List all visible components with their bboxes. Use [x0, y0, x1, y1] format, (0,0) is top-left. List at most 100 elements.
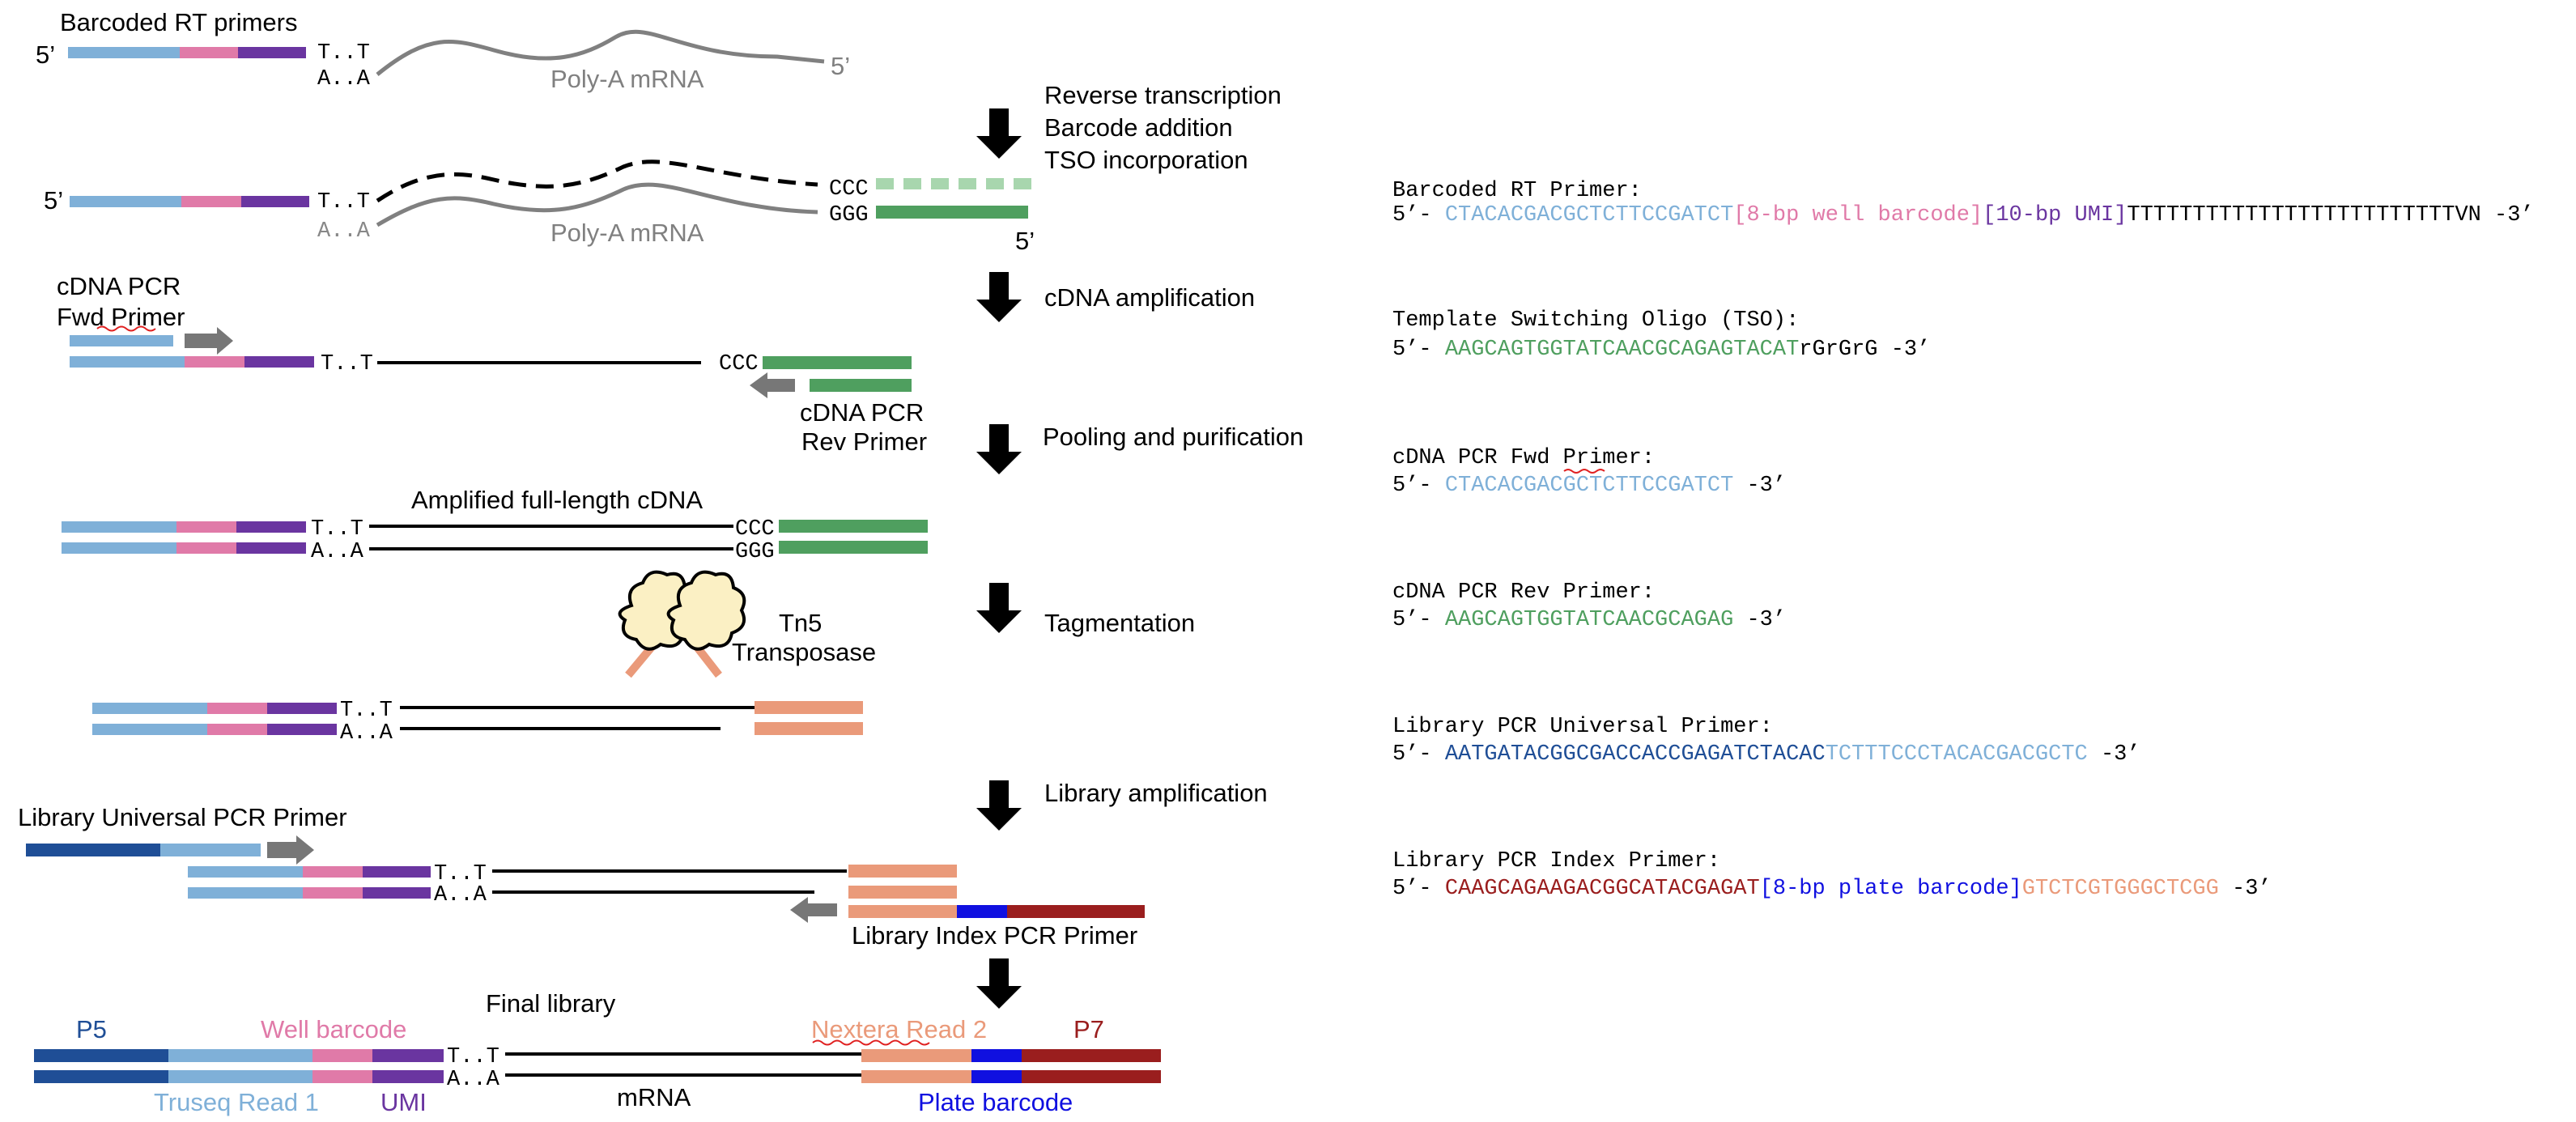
lib-universal-label: Library Universal PCR Primer: [18, 803, 347, 831]
polyt-label-4: T..T: [311, 517, 363, 542]
truseq-segment-2: [70, 196, 181, 207]
cdna-rev-line2: Rev Primer: [801, 427, 927, 456]
polya-tail-label-2: A..A: [317, 219, 371, 244]
spellcheck-underline: [96, 325, 156, 332]
polyt-label: T..T: [317, 41, 370, 66]
final-library-label: Final library: [486, 989, 616, 1018]
polyt-label-2: T..T: [317, 190, 370, 215]
umi-segment-2: [241, 196, 309, 207]
sequence-block: Barcoded RT Primer: 5’- CTACACGACGCTCTTC…: [1392, 179, 2534, 227]
truseq-bottom-6: [188, 887, 303, 899]
barcode-bottom-7: [312, 1070, 372, 1083]
barcode-bottom-5: [207, 724, 267, 735]
cdna-strand-dashed: [376, 159, 818, 203]
sequence-block: cDNA PCR Rev Primer: 5’- AAGCAGTGGTATCAA…: [1392, 580, 1786, 632]
process-arrows: Reverse transcription Barcode addition T…: [976, 81, 1303, 1009]
sequence-block: cDNA PCR Fwd Primer: 5’- CTACACGACGCTCTT…: [1392, 446, 1786, 498]
sequence-suffix: -3’: [1878, 338, 1931, 362]
nextera-label: Nextera Read 2: [811, 1015, 987, 1043]
spellcheck-underline-3: [1563, 469, 1605, 474]
sequence-line: 5’- AAGCAGTGGTATCAACGCAGAGTACATrGrGrG -3…: [1392, 338, 1930, 362]
barcode-top-7: [312, 1049, 372, 1062]
p7-bottom-7: [1022, 1070, 1161, 1083]
polyt-label-6: T..T: [434, 862, 487, 886]
cdna-rev-line1: cDNA PCR: [800, 398, 924, 427]
sequence-part: CTACACGACGCTCTTCCGATCT: [1445, 203, 1733, 227]
step1-title: Barcoded RT primers: [60, 8, 297, 36]
step-tagmentation: Tn5 Transposase T..T A..A: [92, 570, 876, 746]
umi-bottom-4: [236, 542, 306, 554]
sequence-line: 5’- CAAGCAGAAGACGGCATACGAGAT[8-bp plate …: [1392, 877, 2272, 901]
five-prime-label: 5’: [36, 40, 55, 69]
down-arrow-icon-2: [976, 272, 1022, 322]
barcode-bottom-4: [176, 542, 236, 554]
mrna-five-prime-label: 5’: [831, 52, 850, 80]
sequence-part: [8-bp plate barcode]: [1760, 877, 2022, 901]
polya-label-5: A..A: [340, 721, 393, 746]
sequence-title: cDNA PCR Fwd Primer:: [1392, 446, 1655, 470]
polyt-label-5: T..T: [340, 699, 393, 723]
sequence-part: TCTTTCCCTACACGACGCTC: [1826, 742, 2088, 767]
sequence-part: AAGCAGTGGTATCAACGCAGAGTACAT: [1445, 338, 1799, 362]
tso-dashed-segment: [876, 178, 1031, 189]
arrow1-line2: Barcode addition: [1044, 113, 1233, 142]
sequence-title: Library PCR Index Primer:: [1392, 849, 1720, 873]
index-primer-arrow-icon: [790, 897, 837, 923]
truseq-label: Truseq Read 1: [154, 1088, 319, 1116]
mrna-label: mRNA: [617, 1083, 691, 1111]
sequence-line: 5’- CTACACGACGCTCTTCCGATCT[8-bp well bar…: [1392, 203, 2534, 227]
arrow1-line3: TSO incorporation: [1044, 146, 1248, 174]
polyt-label-3: T..T: [321, 352, 373, 376]
barcode-bottom-6: [303, 887, 363, 899]
plate-barcode-label: Plate barcode: [918, 1088, 1073, 1116]
polya-label-7: A..A: [447, 1068, 500, 1092]
universal-primer-arrow-icon: [267, 835, 314, 865]
ccc-label-4: CCC: [735, 517, 775, 542]
rev-primer-segment: [810, 379, 912, 392]
index-plate-barcode-segment: [957, 905, 1007, 918]
tso-top-4: [779, 520, 928, 533]
sequence-part: [8-bp well barcode]: [1733, 203, 1983, 227]
sequence-part: rGrGrG: [1799, 338, 1877, 362]
barcode-top-4: [176, 521, 236, 533]
tso-five-prime-label: 5’: [1015, 227, 1035, 255]
umi-top-6: [363, 866, 431, 878]
umi-top-4: [236, 521, 306, 533]
truseq-primer-segment-6: [160, 844, 261, 856]
sequence-part: [10-bp UMI]: [1983, 203, 2127, 227]
umi-top-7: [372, 1049, 444, 1062]
down-arrow-icon-6: [976, 958, 1022, 1009]
sequence-suffix: -3’: [2481, 203, 2534, 227]
sequence-part: CTACACGACGCTCTTCCGATCT: [1445, 474, 1733, 498]
sequence-part: GTCTCGTGGGCTCGG: [2022, 877, 2219, 901]
sequence-suffix: -3’: [1733, 474, 1786, 498]
sequence-prefix: 5’-: [1392, 338, 1445, 362]
p5-segment-6: [26, 844, 160, 856]
sequences-panel: Barcoded RT Primer: 5’- CTACACGACGCTCTTC…: [1392, 179, 2534, 901]
ccc-label-3: CCC: [719, 352, 759, 376]
sequence-block: Library PCR Index Primer: 5’- CAAGCAGAAG…: [1392, 849, 2272, 901]
sequence-line: 5’- AAGCAGTGGTATCAACGCAGAG -3’: [1392, 608, 1786, 632]
rev-primer-arrow-icon: [750, 372, 795, 398]
index-nextera-segment: [848, 905, 957, 918]
tso-segment-3: [763, 356, 912, 369]
sequence-title: Template Switching Oligo (TSO):: [1392, 308, 1799, 333]
fwd-primer-arrow-icon: [185, 327, 233, 355]
sequence-title: Barcoded RT Primer:: [1392, 179, 1642, 203]
fwd-primer-segment: [70, 335, 173, 346]
nextera-bottom-5: [755, 722, 863, 735]
five-prime-label-2: 5’: [44, 186, 63, 215]
sequence-suffix: -3’: [1733, 608, 1786, 632]
mrna-strand: [376, 29, 825, 76]
plate-barcode-bottom-7: [971, 1070, 1022, 1083]
sequence-part: AAGCAGTGGTATCAACGCAGAG: [1445, 608, 1733, 632]
sequence-block: Library PCR Universal Primer: 5’- AATGAT…: [1392, 715, 2140, 767]
nextera-bottom-6: [848, 886, 957, 899]
truseq-segment: [68, 47, 180, 58]
p5-label: P5: [76, 1015, 107, 1043]
well-barcode-label: Well barcode: [261, 1015, 406, 1043]
plate-barcode-top-7: [971, 1049, 1022, 1062]
sequence-suffix: -3’: [2219, 877, 2272, 901]
down-arrow-icon-4: [976, 583, 1022, 633]
down-arrow-icon-5: [976, 780, 1022, 831]
